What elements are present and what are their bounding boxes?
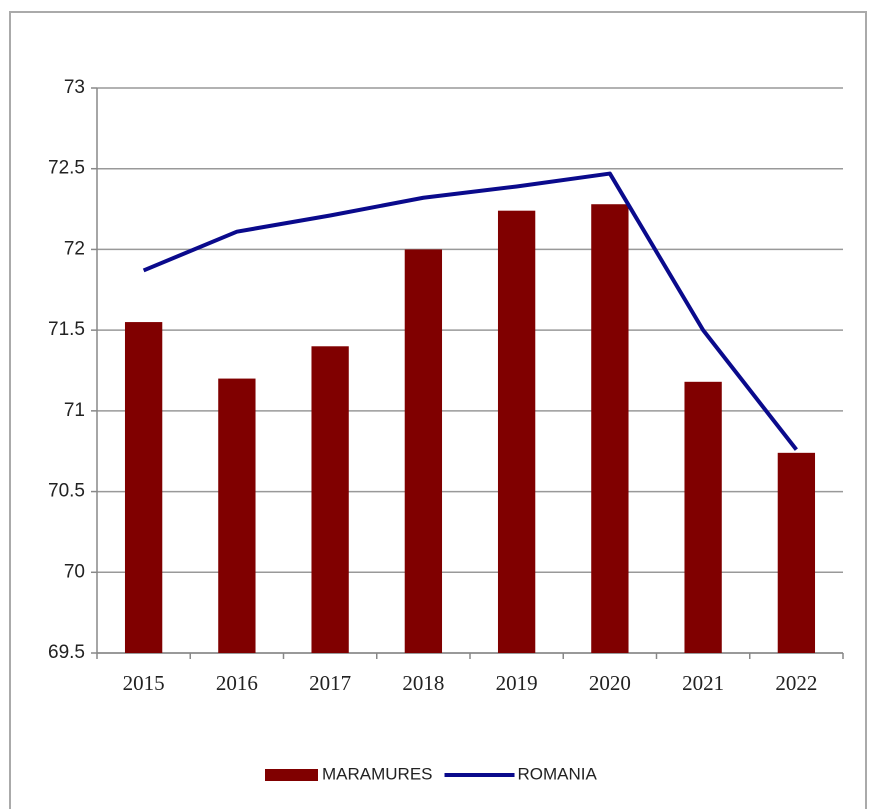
bar bbox=[404, 249, 443, 653]
x-tick-label: 2016 bbox=[216, 671, 258, 695]
bar bbox=[497, 210, 536, 653]
y-tick-label: 73 bbox=[64, 77, 85, 98]
bar bbox=[218, 378, 256, 653]
bar bbox=[777, 452, 816, 653]
y-tick-label: 72 bbox=[64, 238, 85, 259]
x-tick-label: 2022 bbox=[775, 671, 817, 695]
y-tick-label: 70.5 bbox=[48, 481, 85, 502]
x-tick-label: 2017 bbox=[309, 671, 351, 695]
x-tick-label: 2015 bbox=[123, 671, 165, 695]
x-tick-label: 2018 bbox=[402, 671, 444, 695]
x-tick-label: 2019 bbox=[496, 671, 538, 695]
bar bbox=[684, 381, 722, 653]
y-tick-label: 71.5 bbox=[48, 319, 85, 340]
bar bbox=[311, 346, 349, 653]
bar bbox=[124, 322, 163, 653]
x-tick-label: 2021 bbox=[682, 671, 724, 695]
line bbox=[142, 171, 798, 451]
legend-label: ROMANIA bbox=[518, 764, 598, 783]
legend-swatch bbox=[265, 769, 318, 781]
legend-label: MARAMURES bbox=[322, 764, 433, 783]
x-tick-label: 2020 bbox=[589, 671, 631, 695]
bar bbox=[591, 204, 629, 653]
y-tick-label: 69.5 bbox=[48, 642, 85, 663]
y-tick-label: 72.5 bbox=[48, 158, 85, 179]
y-tick-label: 70 bbox=[64, 561, 85, 582]
y-tick-label: 71 bbox=[64, 400, 85, 421]
